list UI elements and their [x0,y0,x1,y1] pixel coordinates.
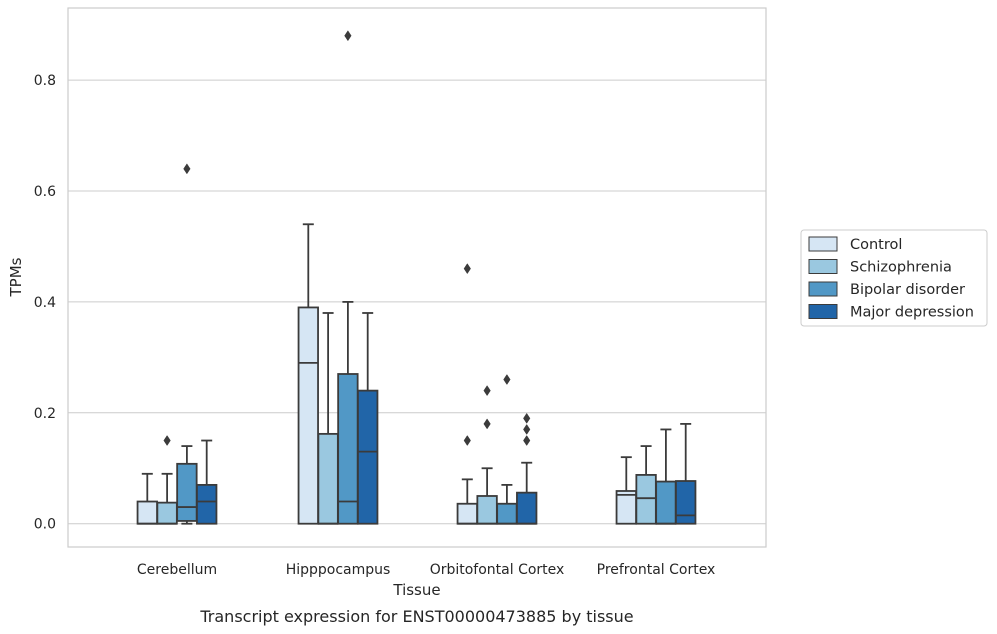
legend-item: Control [808,236,902,253]
outlier-point [463,435,471,446]
x-tick-label: Hipppocampus [286,562,391,578]
outlier-point [183,163,191,175]
outlier-point [483,385,491,397]
y-tick-labels: 0.0 0.2 0.4 0.6 0.8 [34,73,56,533]
box-major-depression [357,312,379,525]
box-bipolar-disorder [496,374,518,525]
legend-frame [800,229,988,327]
box-body [675,480,697,525]
outlier-point [523,423,531,435]
box-major-depression [196,439,218,525]
box-body [357,389,379,525]
outlier-point [503,374,511,385]
boxes-layer [136,30,697,525]
y-axis-label: TPMs [7,257,25,297]
box-schizophrenia [476,385,498,525]
box-major-depression [516,412,538,525]
legend-item: Schizophrenia [808,259,952,276]
y-tick-label: 0.4 [34,295,56,311]
box-body [496,502,518,525]
box-body [297,306,319,525]
x-tick-labels: Cerebellum Hipppocampus Orbitofontal Corte… [137,562,715,578]
legend: Control Schizophrenia Bipolar disorder Majo… [800,229,988,327]
box-body [516,491,538,525]
x-tick-label: Prefrontal Cortex [597,562,716,578]
outlier-point [344,30,352,42]
box-body [176,462,198,522]
legend-label: Schizophrenia [850,260,952,276]
legend-swatch [808,259,838,274]
x-tick-label: Cerebellum [137,562,217,578]
legend-swatch [808,236,838,252]
box-bipolar-disorder [655,428,677,525]
outlier-point [163,435,171,446]
legend-label: Control [850,237,902,253]
legend-item: Major depression [808,304,974,321]
legend-label: Major depression [850,305,974,321]
x-axis-label: Tissue [392,581,440,599]
outlier-point [523,435,531,446]
outlier-point [463,263,471,275]
legend-label: Bipolar disorder [850,282,965,298]
y-tick-label: 0.0 [34,517,56,533]
box-body [156,501,178,525]
box-body [635,474,657,525]
legend-item: Bipolar disorder [808,281,965,298]
box-control [136,472,158,525]
y-tick-label: 0.8 [34,73,56,89]
box-control [615,456,637,525]
box-major-depression [675,422,697,525]
x-tick-label: Orbitofontal Cortex [430,562,565,578]
legend-swatch [808,304,838,319]
box-body [476,495,498,525]
outlier-point [483,418,491,430]
box-body [136,500,158,525]
box-control [297,223,319,525]
box-body [655,480,677,525]
plot-frame [67,7,767,548]
chart-title: Transcript expression for ENST0000047388… [199,607,633,626]
box-control [456,263,478,525]
y-tick-label: 0.2 [34,406,56,422]
box-body [615,490,637,525]
y-tick-label: 0.6 [34,184,56,200]
plot-area [68,8,766,547]
box-body [456,502,478,525]
legend-swatch [808,281,838,297]
box-body [317,432,339,525]
outlier-point [523,412,531,424]
box-body [196,483,218,525]
